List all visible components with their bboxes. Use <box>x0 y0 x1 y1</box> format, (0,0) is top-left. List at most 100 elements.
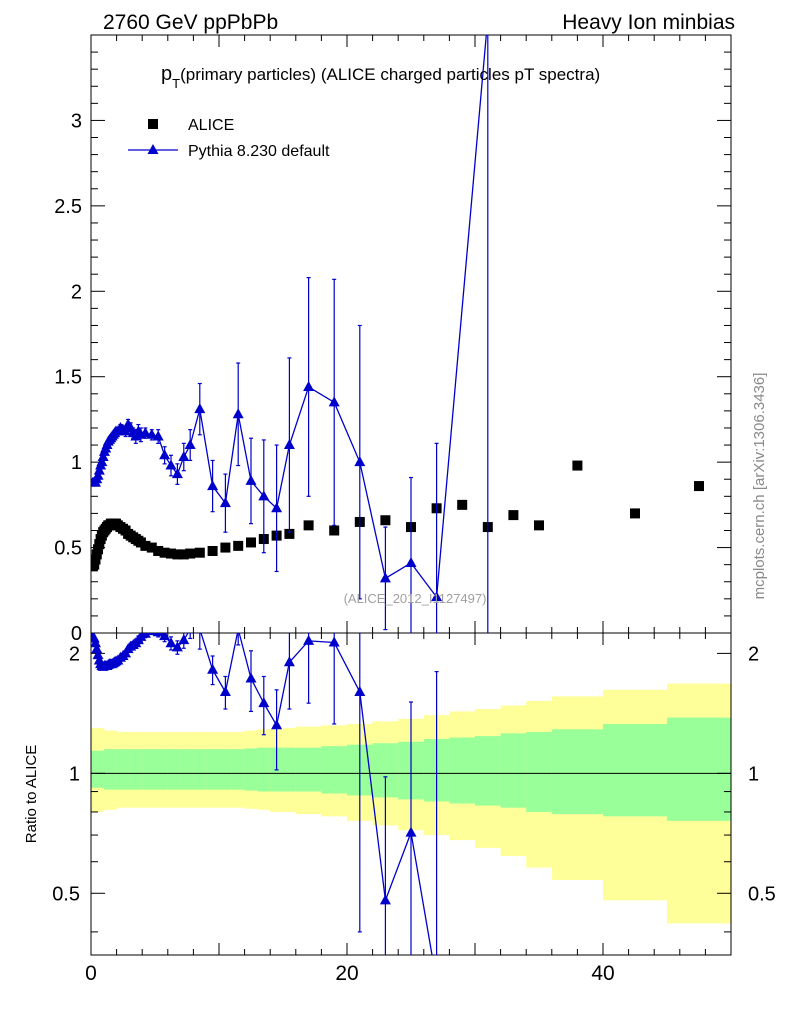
y-tick-label: 3 <box>71 110 82 132</box>
pythia-point <box>303 380 315 391</box>
pythia-point <box>258 490 270 501</box>
band-inner-bin <box>116 749 130 790</box>
pythia-point <box>159 633 171 641</box>
alice-point <box>146 542 157 553</box>
pythia-point <box>152 430 164 441</box>
band-inner-bin <box>500 733 527 808</box>
pythia-point <box>271 502 283 513</box>
band-inner-bin <box>283 747 297 792</box>
legend-pythia-label: Pythia 8.230 default <box>188 143 330 160</box>
pythia-point <box>219 497 231 508</box>
pythia-point <box>207 663 219 674</box>
alice-point <box>93 544 104 555</box>
alice-point <box>178 549 189 560</box>
band-inner-bin <box>231 749 246 790</box>
pythia-point <box>159 449 171 460</box>
alice-point <box>194 547 205 558</box>
alice-point <box>220 542 231 553</box>
pythia-point <box>283 656 295 667</box>
band-inner-bin <box>551 729 604 815</box>
series-line <box>92 35 487 599</box>
alice-point <box>166 548 176 559</box>
band-inner-bin <box>603 723 668 817</box>
pythia-point <box>405 556 417 567</box>
plot-title-rest: (primary particles) (ALICE charged parti… <box>180 65 600 84</box>
alice-point <box>630 508 640 519</box>
uncertainty-bands <box>91 683 731 924</box>
y-tick-label: 1 <box>71 452 82 474</box>
alice-point <box>207 545 218 556</box>
pythia-point <box>91 643 103 654</box>
alice-point <box>329 525 340 536</box>
band-inner-bin <box>667 717 731 821</box>
alice-point <box>153 545 164 556</box>
band-inner-bin <box>91 750 105 788</box>
pythia-point <box>178 451 190 462</box>
header-left-text: 2760 GeV ppPbPb <box>103 11 278 34</box>
legend-pythia-marker <box>147 144 159 154</box>
band-inner-bin <box>526 731 553 812</box>
alice-point <box>91 549 102 560</box>
pythia-point <box>271 719 283 730</box>
ratio-y-tick-label: 1 <box>69 763 80 785</box>
band-inner-bin <box>244 748 258 791</box>
legend: ALICE Pythia 8.230 default <box>128 117 330 160</box>
y-tick-label: 1.5 <box>54 367 82 389</box>
alice-point <box>303 520 314 531</box>
pythia-point <box>97 451 109 462</box>
main-panel-data <box>91 35 704 633</box>
pythia-point <box>258 697 270 708</box>
pythia-point <box>379 572 391 583</box>
band-inner-bin <box>449 737 476 804</box>
y-tick-label: 2.5 <box>54 196 82 218</box>
ratio-panel-data <box>91 633 442 986</box>
band-inner-bin <box>103 749 118 790</box>
alice-point <box>457 499 468 510</box>
x-tick-label: 0 <box>85 962 97 985</box>
alice-point <box>94 539 105 550</box>
alice-point <box>380 515 391 526</box>
alice-point <box>172 549 183 560</box>
band-inner-bin <box>129 749 143 790</box>
pythia-point <box>165 459 177 470</box>
plot-title-subscript: T <box>172 76 180 91</box>
plot-title: pT(primary particles) (ALICE charged par… <box>161 63 600 91</box>
pythia-point <box>93 464 105 475</box>
pythia-point <box>92 649 104 660</box>
band-inner-bin <box>167 749 182 790</box>
pythia-point <box>232 408 244 419</box>
pythia-point <box>207 480 219 491</box>
alice-point <box>534 520 544 531</box>
pythia-point <box>245 672 257 683</box>
pythia-point <box>165 637 177 648</box>
pythia-point <box>171 468 183 479</box>
x-tick-label: 20 <box>335 962 358 985</box>
alice-point <box>185 548 196 559</box>
pythia-point <box>328 396 340 407</box>
pythia-point <box>431 591 443 602</box>
analysis-tag: (ALICE_2012_I1127497) <box>344 591 487 606</box>
alice-point <box>694 481 704 492</box>
pythia-point <box>184 439 196 450</box>
alice-point <box>572 460 583 471</box>
ratio-y-tick-label: 2 <box>69 643 80 665</box>
pythia-point <box>152 633 164 637</box>
ratio-y-tick-label-right: 0.5 <box>748 883 776 905</box>
y-tick-label: 2 <box>71 281 82 303</box>
pythia-point <box>379 894 391 905</box>
band-inner-bin <box>295 747 322 792</box>
alice-point <box>159 547 170 558</box>
legend-alice-label: ALICE <box>188 117 234 134</box>
header-right-text: Heavy Ion minbias <box>562 11 735 34</box>
pythia-point <box>354 456 366 467</box>
pythia-point <box>431 976 442 986</box>
x-tick-label: 40 <box>591 962 614 985</box>
plot-title-symbol: p <box>161 63 172 85</box>
pythia-point <box>328 636 340 647</box>
pythia-point <box>232 633 244 634</box>
ratio-y-axis-label: Ratio to ALICE <box>23 745 40 843</box>
pythia-point <box>245 474 257 485</box>
pythia-point <box>303 634 315 645</box>
band-inner-bin <box>206 749 220 790</box>
pythia-point <box>139 427 151 438</box>
